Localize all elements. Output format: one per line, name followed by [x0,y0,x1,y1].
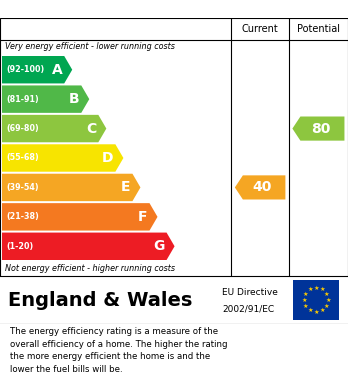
Text: (69-80): (69-80) [6,124,39,133]
Text: (92-100): (92-100) [6,65,44,74]
Text: Very energy efficient - lower running costs: Very energy efficient - lower running co… [5,42,175,51]
Text: 40: 40 [252,180,272,194]
Text: ★: ★ [313,310,319,314]
Text: EU Directive: EU Directive [222,288,278,297]
Text: ★: ★ [319,287,325,292]
Text: ★: ★ [303,292,308,296]
Text: A: A [52,63,62,77]
Text: ★: ★ [325,298,331,303]
Text: ★: ★ [303,303,308,308]
Text: E: E [121,180,130,194]
Text: F: F [138,210,148,224]
Text: 2002/91/EC: 2002/91/EC [222,304,274,313]
Text: 80: 80 [311,122,330,136]
Polygon shape [2,115,106,142]
Text: C: C [86,122,96,136]
Text: ★: ★ [307,308,313,313]
Text: (81-91): (81-91) [6,95,39,104]
Text: ★: ★ [307,287,313,292]
Text: Energy Efficiency Rating: Energy Efficiency Rating [10,0,213,7]
Text: The energy efficiency rating is a measure of the
overall efficiency of a home. T: The energy efficiency rating is a measur… [10,327,228,374]
Text: ★: ★ [324,303,329,308]
Text: D: D [102,151,113,165]
Polygon shape [2,85,89,113]
Text: ★: ★ [301,298,307,303]
Text: ★: ★ [313,285,319,291]
Polygon shape [235,175,285,199]
Text: England & Wales: England & Wales [8,291,192,310]
Bar [293,280,339,320]
Polygon shape [2,203,158,231]
Text: Current: Current [242,24,278,34]
Text: G: G [153,239,165,253]
Text: (55-68): (55-68) [6,154,39,163]
Text: Potential: Potential [297,24,340,34]
Polygon shape [2,233,175,260]
Polygon shape [2,144,124,172]
Polygon shape [292,117,345,141]
Text: (39-54): (39-54) [6,183,39,192]
Polygon shape [2,56,72,83]
Text: (21-38): (21-38) [6,212,39,221]
Text: B: B [69,92,79,106]
Text: (1-20): (1-20) [6,242,33,251]
Polygon shape [2,174,141,201]
Text: ★: ★ [324,292,329,296]
Text: ★: ★ [319,308,325,313]
Text: Not energy efficient - higher running costs: Not energy efficient - higher running co… [5,264,175,273]
